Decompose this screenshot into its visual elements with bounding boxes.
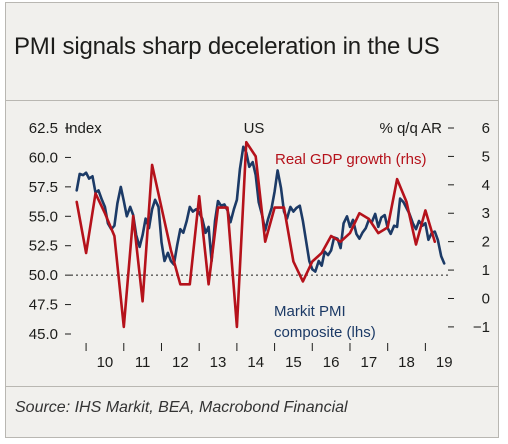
x-axis-tick-label: 13 <box>210 354 227 371</box>
right-axis-tick-label: 5 <box>482 148 490 165</box>
right-axis-tick-label: 6 <box>482 120 490 137</box>
source-note: Source: IHS Markit, BEA, Macrobond Finan… <box>15 399 348 416</box>
pmi-series-annotation-line2: composite (lhs) <box>274 324 376 341</box>
panel-label: US <box>244 120 265 137</box>
x-axis-tick-label: 10 <box>97 354 114 371</box>
x-axis-tick-label: 17 <box>360 354 377 371</box>
gdp-series-annotation: Real GDP growth (rhs) <box>275 151 426 168</box>
right-axis-tick-label: 4 <box>482 177 490 194</box>
left-axis-tick-label: 60.0 <box>29 149 58 166</box>
left-axis-tick-label: 45.0 <box>29 326 58 343</box>
chart-title: PMI signals sharp deceleration in the US <box>14 33 440 60</box>
left-axis-tick-label: 47.5 <box>29 297 58 314</box>
x-axis-tick-label: 12 <box>172 354 189 371</box>
right-axis-title: % q/q AR <box>379 120 442 137</box>
real-gdp-growth-line <box>75 140 437 329</box>
left-axis-tick-label: 55.0 <box>29 208 58 225</box>
right-axis-tick-label: −1 <box>473 319 490 336</box>
x-axis-tick-label: 14 <box>247 354 264 371</box>
right-axis-tick-label: 0 <box>482 290 490 307</box>
x-axis-tick-label: 15 <box>285 354 302 371</box>
right-axis-tick-label: 1 <box>482 262 490 279</box>
title-separator <box>6 100 498 101</box>
source-separator <box>6 386 498 387</box>
x-axis-tick-label: 16 <box>323 354 340 371</box>
left-axis-tick-label: 50.0 <box>29 267 58 284</box>
left-axis-tick-label: 57.5 <box>29 179 58 196</box>
x-axis-tick-label: 19 <box>436 354 453 371</box>
right-axis-tick-label: 3 <box>482 205 490 222</box>
left-axis-tick-label: 52.5 <box>29 238 58 255</box>
x-axis-tick-label: 18 <box>398 354 415 371</box>
left-axis-title: Index <box>65 120 102 137</box>
pmi-series-annotation: Markit PMI <box>274 303 346 320</box>
right-axis-tick-label: 2 <box>482 234 490 251</box>
left-axis-tick-label: 62.5 <box>29 120 58 137</box>
x-axis-tick-label: 11 <box>135 354 151 371</box>
chart-frame <box>5 2 499 438</box>
